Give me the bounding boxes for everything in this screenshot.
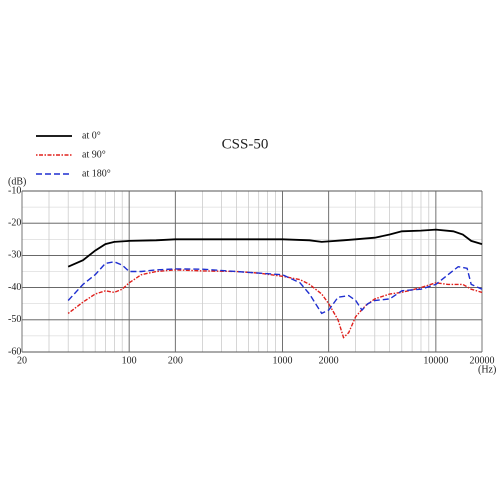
y-axis-label: (dB)	[8, 176, 26, 187]
y-tick-label: -30	[8, 250, 21, 261]
y-tick-label: -40	[8, 282, 21, 293]
y-tick-label: -50	[8, 314, 21, 325]
chart-title: CSS-50	[222, 136, 269, 152]
x-tick-label: 200	[168, 355, 183, 366]
x-tick-label: 10000	[423, 355, 448, 366]
y-tick-label: -20	[8, 217, 21, 228]
y-tick-label: -10	[8, 185, 21, 196]
series-line	[67, 269, 483, 339]
legend-label: at 180°	[82, 168, 111, 179]
x-tick-label: 2000	[319, 355, 339, 366]
legend-label: at 90°	[82, 149, 106, 160]
y-tick-label: -60	[8, 346, 21, 357]
x-tick-label: 20	[17, 355, 27, 366]
x-tick-label: 20000	[470, 355, 495, 366]
series-line	[67, 261, 483, 315]
x-tick-label: 100	[122, 355, 137, 366]
legend-label: at 0°	[82, 130, 101, 141]
x-tick-label: 1000	[273, 355, 293, 366]
x-axis-label: (Hz)	[478, 364, 496, 375]
series-line	[67, 228, 483, 268]
